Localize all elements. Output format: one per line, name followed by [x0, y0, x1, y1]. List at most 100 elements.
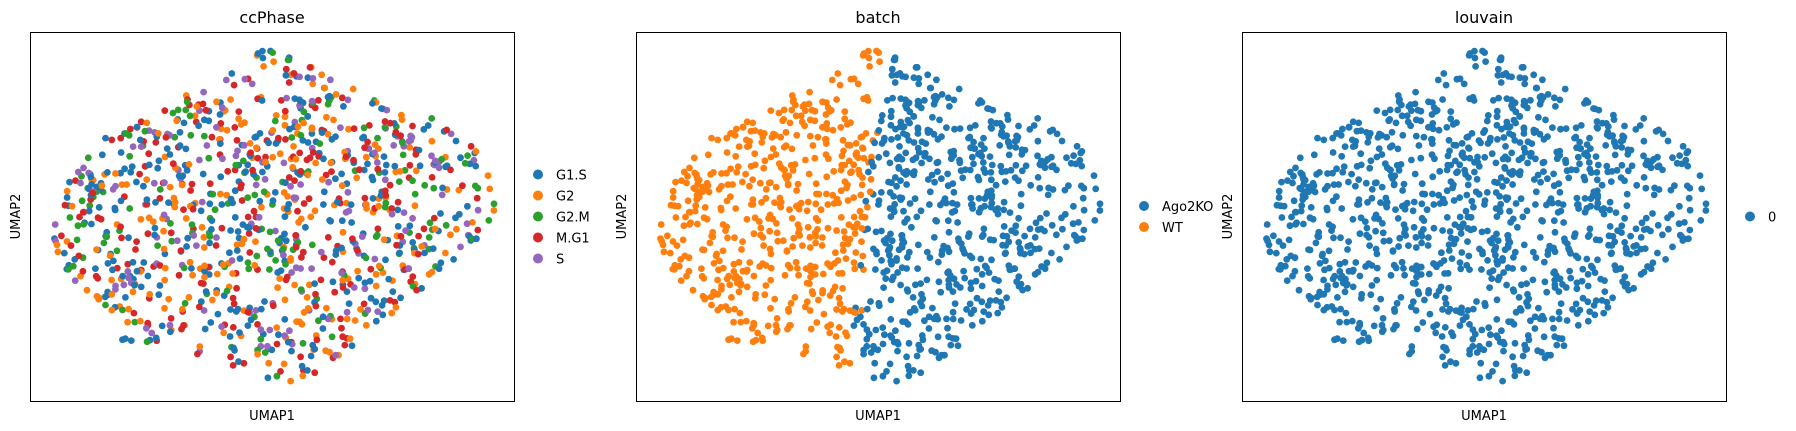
point-Ago2KO — [945, 228, 953, 236]
point-S — [255, 213, 263, 221]
point-Ago2KO — [954, 219, 961, 226]
point-G2.M — [73, 236, 81, 244]
point-S — [51, 221, 59, 228]
point-Ago2KO — [857, 261, 865, 269]
point-0 — [1584, 317, 1592, 325]
point-Ago2KO — [938, 351, 945, 359]
point-G2.M — [282, 260, 289, 268]
point-G1.S — [452, 137, 460, 145]
point-0 — [1363, 231, 1370, 239]
point-WT — [725, 306, 732, 314]
point-0 — [1407, 122, 1414, 130]
point-0 — [1304, 272, 1312, 280]
point-0 — [1574, 254, 1582, 262]
point-Ago2KO — [1063, 243, 1070, 251]
point-0 — [1543, 288, 1551, 296]
point-WT — [714, 276, 721, 284]
point-WT — [808, 106, 816, 114]
point-Ago2KO — [1034, 115, 1042, 122]
point-0 — [1632, 125, 1640, 133]
point-Ago2KO — [948, 209, 956, 216]
point-0 — [1343, 318, 1351, 326]
point-G2.M — [182, 106, 190, 114]
point-0 — [1529, 248, 1537, 256]
point-G2 — [294, 123, 302, 131]
point-Ago2KO — [967, 285, 975, 293]
point-Ago2KO — [883, 97, 891, 104]
point-Ago2KO — [887, 213, 895, 221]
point-M.G1 — [175, 271, 183, 279]
point-WT — [675, 262, 683, 270]
point-G2.M — [167, 220, 174, 227]
point-G1.S — [311, 345, 319, 353]
point-M.G1 — [331, 288, 339, 296]
point-0 — [1551, 276, 1559, 284]
point-Ago2KO — [902, 149, 910, 157]
point-Ago2KO — [1034, 152, 1041, 160]
point-0 — [1594, 161, 1602, 169]
point-0 — [1650, 155, 1658, 163]
point-Ago2KO — [986, 236, 994, 244]
point-Ago2KO — [1026, 225, 1034, 233]
point-G2.M — [122, 130, 130, 137]
point-G1.S — [218, 201, 226, 208]
point-0 — [1471, 54, 1479, 62]
point-G2.M — [113, 247, 121, 255]
point-Ago2KO — [882, 150, 890, 158]
point-WT — [803, 207, 811, 215]
point-0 — [1493, 332, 1500, 339]
point-G2 — [281, 296, 289, 304]
point-G2 — [274, 284, 281, 291]
point-G2 — [123, 181, 130, 188]
point-G1.S — [472, 162, 480, 170]
point-Ago2KO — [929, 304, 936, 312]
point-WT — [850, 213, 858, 221]
point-0 — [1325, 247, 1333, 255]
point-0 — [1512, 200, 1520, 207]
point-Ago2KO — [929, 113, 936, 121]
point-0 — [1610, 116, 1618, 123]
point-WT — [844, 181, 851, 189]
point-G2 — [349, 85, 357, 93]
point-Ago2KO — [962, 166, 969, 174]
point-G2 — [411, 202, 419, 210]
point-0 — [1627, 232, 1634, 240]
point-Ago2KO — [898, 264, 906, 271]
point-0 — [1464, 307, 1472, 314]
point-0 — [1378, 328, 1386, 336]
point-0 — [1485, 340, 1493, 348]
point-0 — [1418, 180, 1426, 188]
point-WT — [796, 232, 804, 239]
point-M.G1 — [406, 161, 414, 169]
point-0 — [1435, 126, 1443, 134]
point-WT — [850, 161, 858, 169]
point-S — [190, 232, 198, 239]
point-WT — [789, 243, 796, 250]
point-S — [474, 206, 482, 214]
point-G2 — [306, 281, 313, 289]
point-WT — [730, 260, 738, 268]
point-Ago2KO — [926, 155, 933, 163]
point-G1.S — [269, 197, 277, 205]
point-Ago2KO — [862, 197, 870, 205]
point-0 — [1536, 234, 1544, 241]
point-0 — [1441, 362, 1449, 369]
point-0 — [1566, 247, 1573, 254]
point-0 — [1702, 200, 1710, 208]
point-Ago2KO — [973, 294, 981, 302]
point-0 — [1394, 106, 1402, 114]
point-G1.S — [369, 100, 376, 107]
point-0 — [1411, 170, 1419, 178]
point-G2.M — [426, 219, 434, 227]
point-0 — [1541, 278, 1549, 286]
point-Ago2KO — [919, 336, 927, 344]
point-M.G1 — [297, 353, 304, 361]
point-M.G1 — [473, 194, 481, 202]
point-S — [292, 264, 300, 271]
point-WT — [723, 223, 730, 231]
scatter-points — [657, 47, 1104, 385]
point-Ago2KO — [938, 175, 945, 183]
point-Ago2KO — [888, 65, 896, 73]
point-M.G1 — [297, 167, 305, 175]
point-0 — [1586, 308, 1594, 315]
